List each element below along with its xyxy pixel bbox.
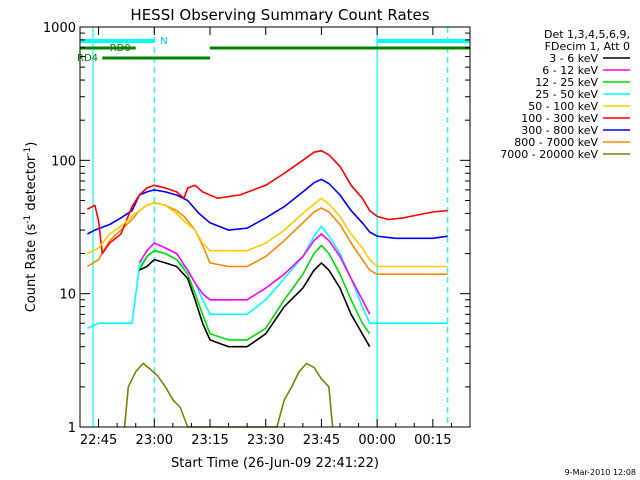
y-axis-label-mid: detector — [24, 155, 39, 215]
x-tick-label-3: 23:30 — [247, 433, 284, 448]
plot-frame — [79, 26, 471, 428]
state-label-rd0: RD0 — [110, 43, 131, 54]
x-tick-label-4: 23:45 — [303, 433, 340, 448]
legend-label-300-800-kev: 300 - 800 keV — [521, 124, 598, 137]
y-axis-label: Count Rate (s-1 detector-1) — [23, 142, 39, 313]
legend: Det 1,3,4,5,6,9, FDecim 1, Att 0 3 - 6 k… — [500, 28, 630, 161]
series-line-12-25-kev — [138, 244, 371, 341]
x-tick-label-0: 22:45 — [80, 433, 117, 448]
series-line-50-100-kev — [87, 197, 448, 268]
state-label-rd4: RD4 — [77, 53, 98, 64]
legend-header-line-1: Det 1,3,4,5,6,9, — [544, 28, 630, 41]
series-layer — [86, 149, 448, 428]
legend-label-100-300-kev: 100 - 300 keV — [521, 112, 598, 125]
legend-label-3-6-kev: 3 - 6 keV — [549, 52, 598, 65]
x-axis-label: Start Time (26-Jun-09 22:41:22) — [171, 456, 379, 471]
y-tick-label-3: 1000 — [43, 21, 76, 36]
y-tick-label-1: 10 — [59, 288, 76, 303]
legend-label-50-100-kev: 50 - 100 keV — [528, 100, 598, 113]
y-axis-label-sup1: -1 — [23, 215, 33, 224]
y-axis-label-sup2: -1 — [23, 147, 33, 156]
x-tick-label-2: 23:15 — [191, 433, 228, 448]
timestamp-stamp: 9-Mar-2010 12:08 — [565, 468, 636, 477]
overlay-layer: N RD0 RD4 — [77, 27, 470, 427]
legend-label-12-25-kev: 12 - 25 keV — [535, 76, 598, 89]
legend-label-800-7000-kev: 800 - 7000 keV — [514, 136, 598, 149]
x-tick-label-6: 00:15 — [414, 433, 451, 448]
legend-header-line-2: FDecim 1, Att 0 — [545, 40, 630, 53]
y-axis-label-end: ) — [24, 142, 39, 147]
series-line-25-50-kev — [87, 225, 448, 330]
legend-label-6-12-kev: 6 - 12 keV — [542, 64, 598, 77]
legend-label-25-50-kev: 25 - 50 keV — [535, 88, 598, 101]
chart-title: HESSI Observing Summary Count Rates — [130, 6, 429, 24]
x-tick-label-5: 00:00 — [358, 433, 395, 448]
y-tick-label-2: 100 — [51, 154, 76, 169]
series-line-6-12-kev — [138, 233, 371, 315]
series-line-7000-20000-kev — [123, 362, 334, 428]
legend-label-7000-20000-kev: 7000 - 20000 keV — [500, 148, 598, 161]
x-tick-label-1: 23:00 — [136, 433, 173, 448]
y-tick-label-0: 1 — [68, 421, 76, 436]
series-line-3-6-kev — [139, 258, 371, 348]
y-axis-label-main: Count Rate (s — [24, 224, 39, 313]
tick-layer: 22:45 23:00 23:15 23:30 23:45 00:00 00:15 1 10 10… — [43, 21, 471, 448]
state-label-n: N — [160, 36, 167, 47]
